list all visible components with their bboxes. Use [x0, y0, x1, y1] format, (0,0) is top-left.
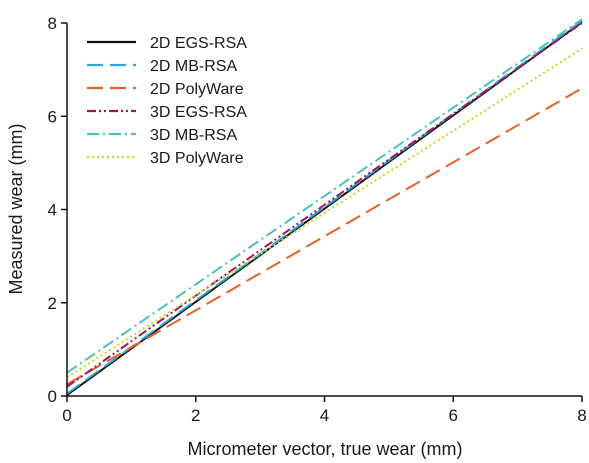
x-axis-ticks: 0 2 4 6 8 — [62, 396, 587, 425]
x-tick-label: 0 — [62, 406, 71, 425]
legend: 2D EGS-RSA 2D MB-RSA 2D PolyWare 3D EGS-RSA… — [87, 35, 247, 167]
x-axis-label: Micrometer vector, true wear (mm) — [187, 439, 462, 459]
y-tick-label: 2 — [48, 294, 57, 313]
legend-item: 3D MB-RSA — [87, 127, 237, 144]
series-line-3d-mb-rsa — [66, 18, 583, 374]
y-axis-label: Measured wear (mm) — [6, 123, 26, 294]
legend-label: 2D PolyWare — [150, 81, 244, 98]
series-layer — [66, 18, 583, 396]
x-tick-label: 4 — [320, 406, 329, 425]
y-tick-label: 0 — [48, 387, 57, 406]
legend-label: 3D EGS-RSA — [150, 104, 247, 121]
series-line-2d-egs-rsa — [66, 21, 583, 396]
legend-label: 2D MB-RSA — [150, 58, 237, 75]
legend-item: 2D MB-RSA — [87, 58, 237, 75]
series-line-2d-polyware — [66, 87, 583, 386]
x-tick-label: 6 — [449, 406, 458, 425]
y-tick-label: 4 — [48, 201, 57, 220]
y-tick-label: 6 — [48, 107, 57, 126]
legend-item: 2D EGS-RSA — [87, 35, 247, 52]
legend-item: 3D EGS-RSA — [87, 104, 247, 121]
y-tick-label: 8 — [48, 14, 57, 33]
legend-label: 2D EGS-RSA — [150, 35, 247, 52]
series-line-2d-mb-rsa — [66, 19, 583, 395]
x-tick-label: 8 — [577, 406, 586, 425]
y-axis-ticks: 0 2 4 6 8 — [48, 14, 67, 406]
legend-item: 3D PolyWare — [87, 150, 244, 167]
x-tick-label: 2 — [191, 406, 200, 425]
legend-item: 2D PolyWare — [87, 81, 244, 98]
legend-label: 3D PolyWare — [150, 150, 244, 167]
series-line-3d-polyware — [66, 47, 583, 379]
plot-area: 0 2 4 6 8 0 2 4 6 8 — [48, 14, 587, 425]
series-line-3d-egs-rsa — [66, 22, 583, 388]
legend-label: 3D MB-RSA — [150, 127, 237, 144]
